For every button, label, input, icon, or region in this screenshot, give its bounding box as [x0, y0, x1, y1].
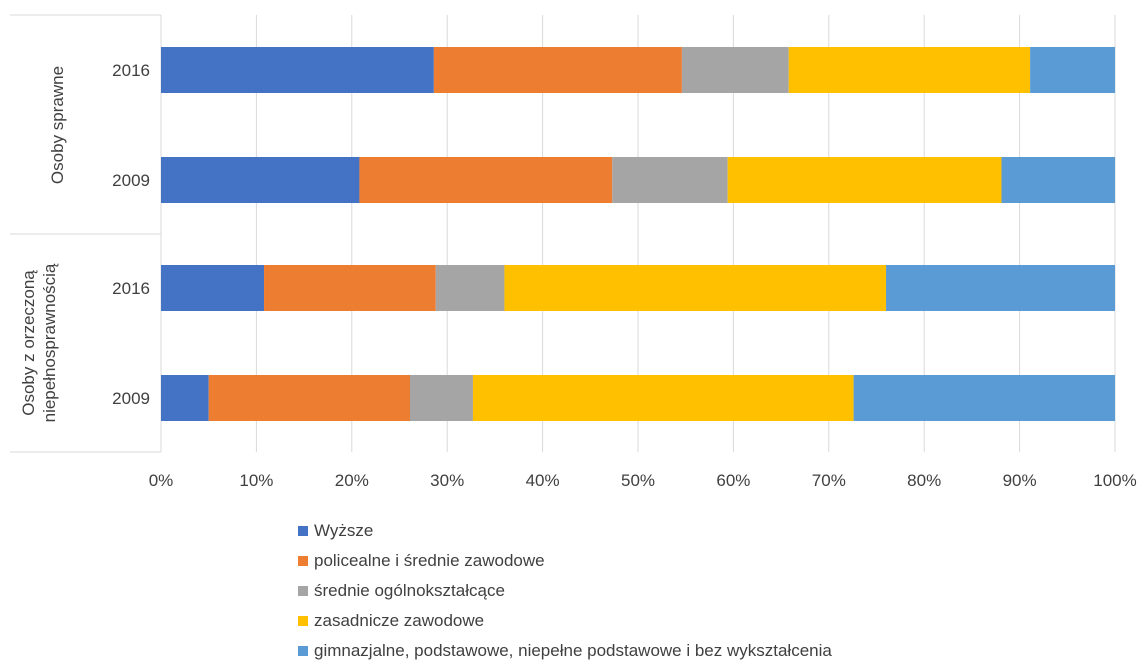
group-label-line: Osoby z orzeczoną: [19, 270, 38, 416]
bar-segment: [727, 157, 1002, 203]
category-label: 2016: [112, 61, 150, 80]
bar-segment: [161, 157, 360, 203]
bar-segment: [853, 375, 1115, 421]
legend-label: Wyższe: [314, 521, 374, 540]
legend-item: policealne i średnie zawodowe: [298, 546, 832, 576]
x-tick-label: 20%: [335, 471, 369, 490]
bar-segment: [1030, 47, 1115, 93]
legend-label: średnie ogólnokształcące: [314, 581, 505, 600]
x-tick-label: 30%: [430, 471, 464, 490]
legend-label: policealne i średnie zawodowe: [314, 551, 545, 570]
x-tick-label: 70%: [812, 471, 846, 490]
legend-item: zasadnicze zawodowe: [298, 606, 832, 636]
x-tick-label: 90%: [1003, 471, 1037, 490]
legend-swatch: [298, 646, 308, 656]
category-label: 2009: [112, 171, 150, 190]
group-label-line: niepełnosprawnością: [40, 263, 59, 422]
bar-segment: [612, 157, 728, 203]
chart-legend: Wyższe policealne i średnie zawodowe średn…: [298, 516, 832, 666]
x-tick-label: 80%: [907, 471, 941, 490]
bar-segment: [161, 47, 434, 93]
legend-item: gimnazjalne, podstawowe, niepełne podsta…: [298, 636, 832, 666]
legend-swatch: [298, 616, 308, 626]
legend-swatch: [298, 586, 308, 596]
bar-segment: [886, 265, 1115, 311]
legend-label: gimnazjalne, podstawowe, niepełne podsta…: [314, 641, 832, 660]
bar-segment: [161, 375, 209, 421]
bar-segment: [409, 375, 473, 421]
x-tick-label: 60%: [716, 471, 750, 490]
bar-segment: [681, 47, 789, 93]
x-tick-label: 10%: [239, 471, 273, 490]
x-tick-label: 50%: [621, 471, 655, 490]
category-label: 2016: [112, 279, 150, 298]
x-tick-label: 100%: [1093, 471, 1136, 490]
legend-label: zasadnicze zawodowe: [314, 611, 485, 630]
bar-segment: [264, 265, 436, 311]
legend-swatch: [298, 556, 308, 566]
bar-segment: [433, 47, 682, 93]
bar-segment: [1001, 157, 1115, 203]
x-tick-label: 0%: [149, 471, 174, 490]
bar-segment: [208, 375, 410, 421]
bar-segment: [161, 265, 265, 311]
group-label: Osoby z orzeczoną niepełnosprawnością: [19, 263, 59, 422]
bar-segment: [504, 265, 887, 311]
bar-segment: [435, 265, 505, 311]
x-tick-label: 40%: [526, 471, 560, 490]
legend-item: średnie ogólnokształcące: [298, 576, 832, 606]
legend-swatch: [298, 526, 308, 536]
category-label: 2009: [112, 389, 150, 408]
bar-segment: [472, 375, 854, 421]
bar-segment: [359, 157, 613, 203]
group-label: Osoby sprawne: [48, 66, 67, 184]
bar-segment: [788, 47, 1031, 93]
legend-item: Wyższe: [298, 516, 832, 546]
